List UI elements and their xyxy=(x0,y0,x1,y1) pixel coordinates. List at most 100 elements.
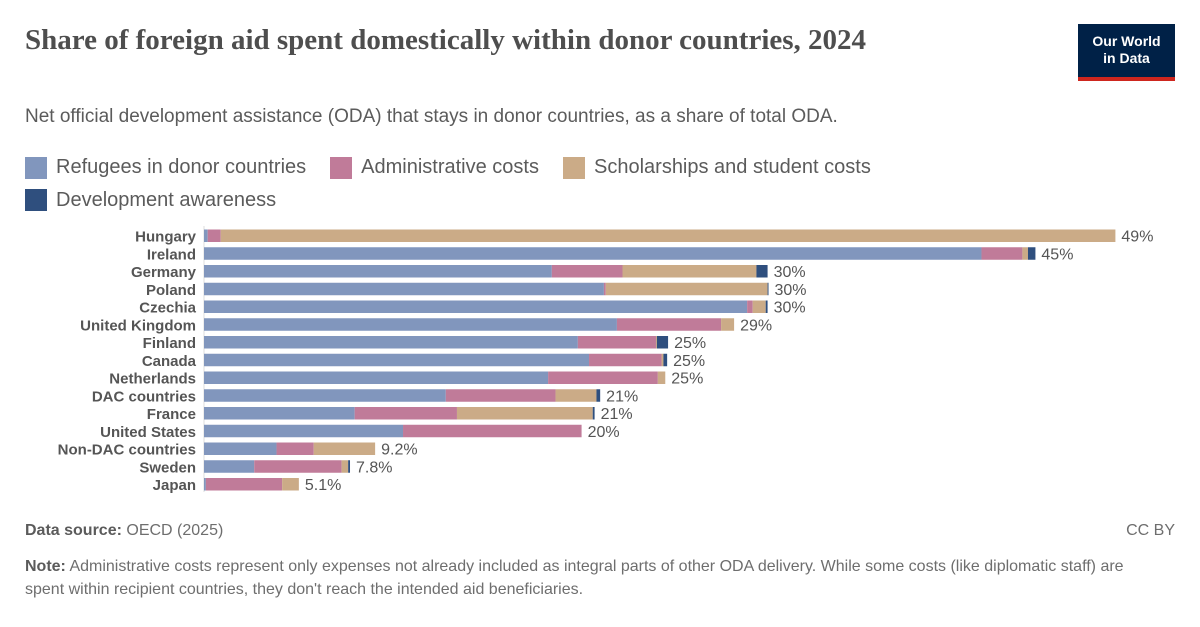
category-label: Germany xyxy=(131,264,197,281)
category-label: Canada xyxy=(142,353,197,370)
total-label: 30% xyxy=(774,264,806,281)
bar-segment[interactable] xyxy=(313,442,376,456)
bar-segment[interactable] xyxy=(204,282,604,296)
total-label: 25% xyxy=(671,371,703,388)
bar-segment[interactable] xyxy=(204,336,578,349)
bar-segment[interactable] xyxy=(551,265,623,278)
bar-segment[interactable] xyxy=(657,371,666,385)
category-label: United States xyxy=(100,424,196,441)
total-label: 21% xyxy=(606,388,638,405)
total-label: 25% xyxy=(673,353,705,370)
bar-segment[interactable] xyxy=(603,282,606,296)
data-source: Data source: OECD (2025) xyxy=(25,522,223,540)
bar-segment[interactable] xyxy=(661,353,664,367)
bar-segment[interactable] xyxy=(589,353,662,367)
legend-item[interactable]: Development awareness xyxy=(25,185,276,216)
bar-segment[interactable] xyxy=(204,318,617,331)
note-text: Administrative costs represent only expe… xyxy=(25,558,1124,598)
bar-segment[interactable] xyxy=(1027,247,1036,260)
bar-segment[interactable] xyxy=(254,460,342,473)
bar-segment[interactable] xyxy=(205,478,283,491)
bar-segment[interactable] xyxy=(555,389,597,402)
bar-segment[interactable] xyxy=(663,353,668,367)
bar-segment[interactable] xyxy=(622,265,757,278)
bar-segment[interactable] xyxy=(204,353,590,367)
category-label: Finland xyxy=(143,335,196,352)
bar-segment[interactable] xyxy=(756,265,768,278)
bar-segment[interactable] xyxy=(204,229,208,243)
total-label: 5.1% xyxy=(305,477,341,494)
note: Note: Administrative costs represent onl… xyxy=(25,555,1145,601)
bar-segment[interactable] xyxy=(605,282,768,296)
total-label: 9.2% xyxy=(381,442,417,459)
bar-segment[interactable] xyxy=(276,442,314,456)
bar-segment[interactable] xyxy=(282,478,299,491)
category-label: Non-DAC countries xyxy=(58,442,196,459)
category-label: United Kingdom xyxy=(80,317,196,334)
legend-item[interactable]: Administrative costs xyxy=(330,152,539,183)
legend-label: Scholarships and student costs xyxy=(594,156,871,178)
bar-segment[interactable] xyxy=(220,229,1116,243)
category-label: Sweden xyxy=(139,459,196,476)
bar-segment[interactable] xyxy=(204,442,277,456)
bar-segment[interactable] xyxy=(204,478,206,491)
bar-segment[interactable] xyxy=(204,424,404,438)
bar-segment[interactable] xyxy=(456,407,593,420)
category-label: Poland xyxy=(146,282,196,299)
category-label: Japan xyxy=(153,477,196,494)
bar-segment[interactable] xyxy=(548,371,658,385)
bar-segment[interactable] xyxy=(204,407,355,420)
bar-segment[interactable] xyxy=(1022,247,1028,260)
bar-segment[interactable] xyxy=(596,389,601,402)
bar-segment[interactable] xyxy=(204,371,549,385)
bar-segment[interactable] xyxy=(445,389,556,402)
bar-segment[interactable] xyxy=(747,300,753,314)
bar-segment[interactable] xyxy=(592,407,595,420)
bar-segment[interactable] xyxy=(204,389,446,402)
legend-item[interactable]: Refugees in donor countries xyxy=(25,152,306,183)
category-label: DAC countries xyxy=(92,388,196,405)
bar-segment[interactable] xyxy=(767,282,769,296)
bar-segment[interactable] xyxy=(204,300,748,314)
bar-segment[interactable] xyxy=(341,460,349,473)
bar-segment[interactable] xyxy=(204,247,982,260)
bar-segment[interactable] xyxy=(981,247,1023,260)
note-label: Note: xyxy=(25,558,66,575)
chart-title: Share of foreign aid spent domestically … xyxy=(25,24,867,56)
chart-subtitle: Net official development assistance (ODA… xyxy=(25,106,838,127)
legend-swatch xyxy=(330,156,353,179)
license[interactable]: CC BY xyxy=(1126,522,1175,539)
bar-segment[interactable] xyxy=(577,336,656,349)
category-label: Czechia xyxy=(139,300,196,317)
legend-item[interactable]: Scholarships and student costs xyxy=(563,152,871,183)
bar-segment[interactable] xyxy=(656,336,669,349)
logo-line-2: in Data xyxy=(1103,50,1150,66)
bar-segment[interactable] xyxy=(204,460,255,473)
bar-segment[interactable] xyxy=(752,300,766,314)
source-value[interactable]: OECD (2025) xyxy=(126,522,224,539)
bar-segment[interactable] xyxy=(721,318,735,331)
legend: Refugees in donor countries Administrativ… xyxy=(25,152,1075,217)
total-label: 21% xyxy=(601,406,633,423)
legend-swatch xyxy=(25,189,47,211)
bar-segment[interactable] xyxy=(354,407,457,420)
owid-logo[interactable]: Our World in Data xyxy=(1078,24,1175,81)
source-label: Data source: xyxy=(25,522,122,539)
bar-segment[interactable] xyxy=(616,318,722,331)
total-label: 7.8% xyxy=(356,459,392,476)
bar-segment[interactable] xyxy=(204,265,552,278)
legend-swatch xyxy=(563,156,585,179)
bar-segment[interactable] xyxy=(348,460,351,473)
bar-segment[interactable] xyxy=(403,424,582,438)
total-label: 30% xyxy=(774,300,806,317)
bar-segment[interactable] xyxy=(765,300,768,314)
total-label: 25% xyxy=(674,335,706,352)
bar-segment[interactable] xyxy=(207,229,221,243)
category-label: France xyxy=(147,406,196,423)
category-label: Ireland xyxy=(147,246,196,263)
total-label: 29% xyxy=(740,317,772,334)
legend-swatch xyxy=(25,156,47,179)
bar-segment[interactable] xyxy=(655,336,657,349)
logo-line-1: Our World xyxy=(1092,33,1161,49)
